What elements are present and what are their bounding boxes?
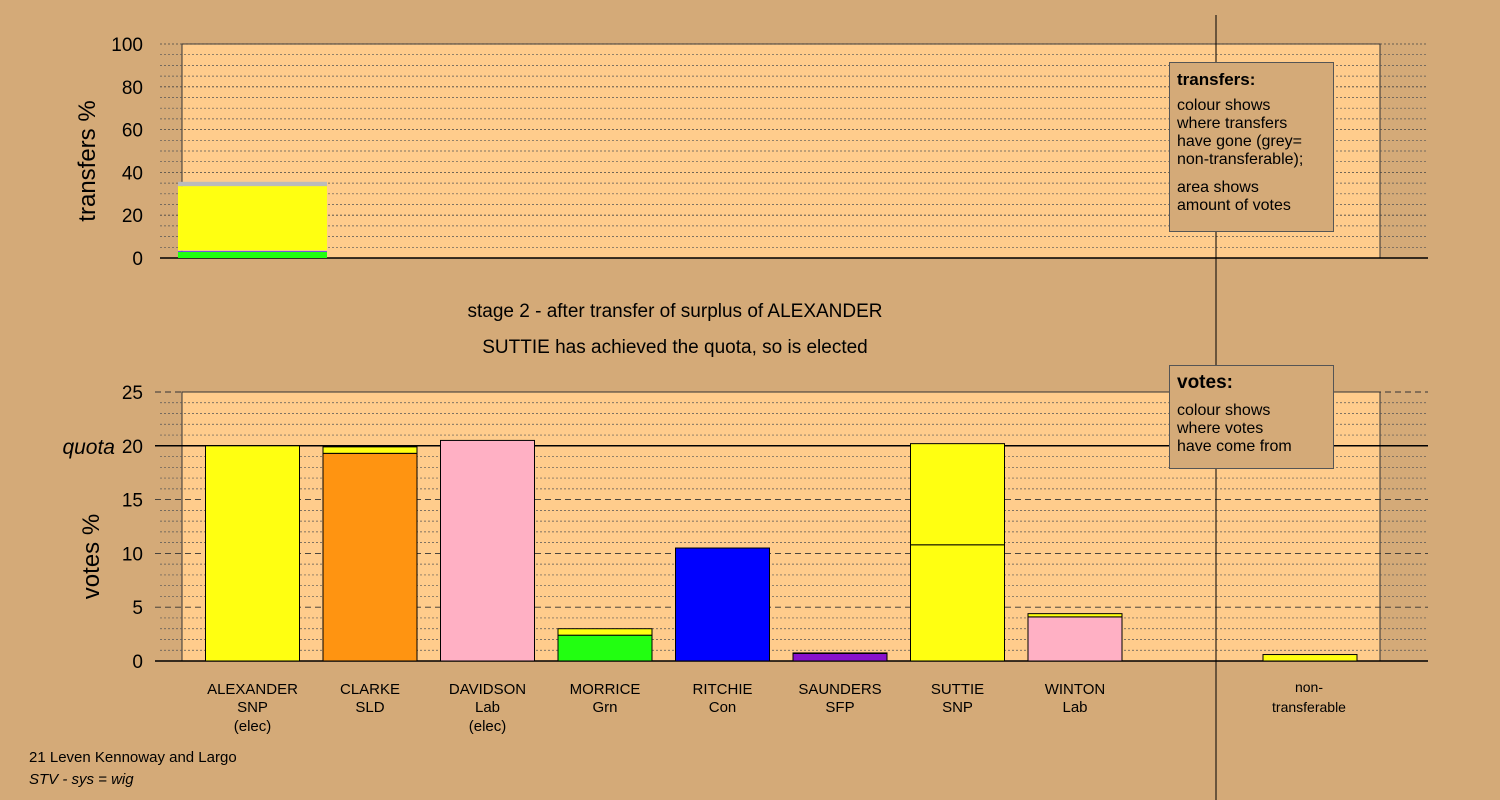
vote-bar-clarke-segment (322, 446, 418, 454)
vote-bar-suttie-segment (910, 443, 1005, 546)
transfer-segment-lab (178, 250, 327, 252)
stage-title: stage 2 - after transfer of surplus of A… (467, 301, 882, 322)
candidate-name: RITCHIE (693, 681, 753, 698)
transfer-segment-nontransferable (178, 181, 327, 187)
transfers-y-tick: 100 (111, 35, 143, 56)
vote-bar-morrice-segment (557, 628, 653, 636)
transfers-y-tick: 80 (122, 78, 143, 99)
transfers-legend-line: amount of votes (1177, 197, 1291, 214)
votes-y-tick: 25 (122, 383, 143, 404)
candidate-name: SAUNDERS (798, 681, 881, 698)
transfers-y-tick: 40 (122, 163, 143, 184)
candidate-party: Lab (1062, 699, 1087, 716)
votes-y-tick: 15 (122, 491, 143, 512)
candidate-party: Lab (475, 699, 500, 716)
votes-y-tick: 0 (132, 652, 143, 673)
votes-y-tick: 5 (132, 598, 143, 619)
votes-legend-title: votes: (1177, 372, 1233, 393)
candidate-status: (elec) (234, 718, 272, 735)
status-title: SUTTIE has achieved the quota, so is ele… (482, 337, 868, 358)
vote-bar-suttie-segment (910, 544, 1005, 662)
transfer-segment-grn (178, 252, 327, 258)
vote-bar-alexander-segment (205, 445, 300, 662)
transfers-legend-line: have gone (grey= (1177, 133, 1302, 150)
system-label: STV - sys = wig (29, 771, 134, 788)
candidate-status: (elec) (469, 718, 507, 735)
vote-bar-saunders-segment (792, 652, 888, 662)
votes-legend-line: have come from (1177, 438, 1292, 455)
transfers-y-axis-label: transfers % (74, 100, 101, 221)
vote-bar-clarke-segment (322, 452, 418, 662)
vote-bar-saunders-segment (792, 652, 888, 654)
candidate-name: SUTTIE (931, 681, 984, 698)
transfers-legend: transfers: colour shows where transfers … (1169, 62, 1334, 232)
votes-legend: votes: colour shows where votes have com… (1169, 365, 1334, 469)
transfers-legend-line: area shows (1177, 179, 1259, 196)
transfers-y-tick: 60 (122, 121, 143, 142)
transfers-legend-title: transfers: (1177, 70, 1256, 89)
quota-label: quota (62, 436, 115, 459)
transfers-legend-line: colour shows (1177, 97, 1271, 114)
candidate-name: ALEXANDER (207, 681, 298, 698)
transfers-y-tick: 0 (132, 249, 143, 270)
candidate-party: SLD (355, 699, 384, 716)
candidate-name: CLARKE (340, 681, 400, 698)
candidate-party: Con (709, 699, 737, 716)
votes-y-tick: 10 (122, 544, 143, 565)
vote-bar-winton-segment (1027, 613, 1123, 618)
votes-y-axis-label: votes % (78, 514, 105, 599)
candidate-party: SFP (825, 699, 854, 716)
candidate-name: DAVIDSON (449, 681, 526, 698)
transfers-legend-line: non-transferable); (1177, 151, 1304, 168)
vote-bar-morrice-segment (557, 634, 653, 662)
vote-bar-ritchie-segment (675, 547, 770, 662)
vote-bar-winton-segment (1027, 616, 1123, 662)
nontransferable-bar (1262, 654, 1358, 662)
candidate-name: WINTON (1045, 681, 1106, 698)
candidate-party: SNP (942, 699, 973, 716)
nontransferable-label: non- (1295, 679, 1323, 695)
votes-y-tick: 20 (122, 437, 143, 458)
transfer-segment-snp (178, 186, 327, 251)
transfers-y-tick: 20 (122, 206, 143, 227)
candidate-party: SNP (237, 699, 268, 716)
votes-legend-line: colour shows (1177, 402, 1271, 419)
nontransferable-label: transferable (1272, 699, 1346, 715)
vote-bar-davidson-segment (440, 439, 535, 662)
transfers-legend-line: where transfers (1177, 115, 1288, 132)
candidate-party: Grn (592, 699, 617, 716)
area-name: 21 Leven Kennoway and Largo (29, 749, 237, 766)
transfer-segment-con (178, 251, 327, 253)
candidate-name: MORRICE (570, 681, 641, 698)
votes-legend-line: where votes (1177, 420, 1264, 437)
